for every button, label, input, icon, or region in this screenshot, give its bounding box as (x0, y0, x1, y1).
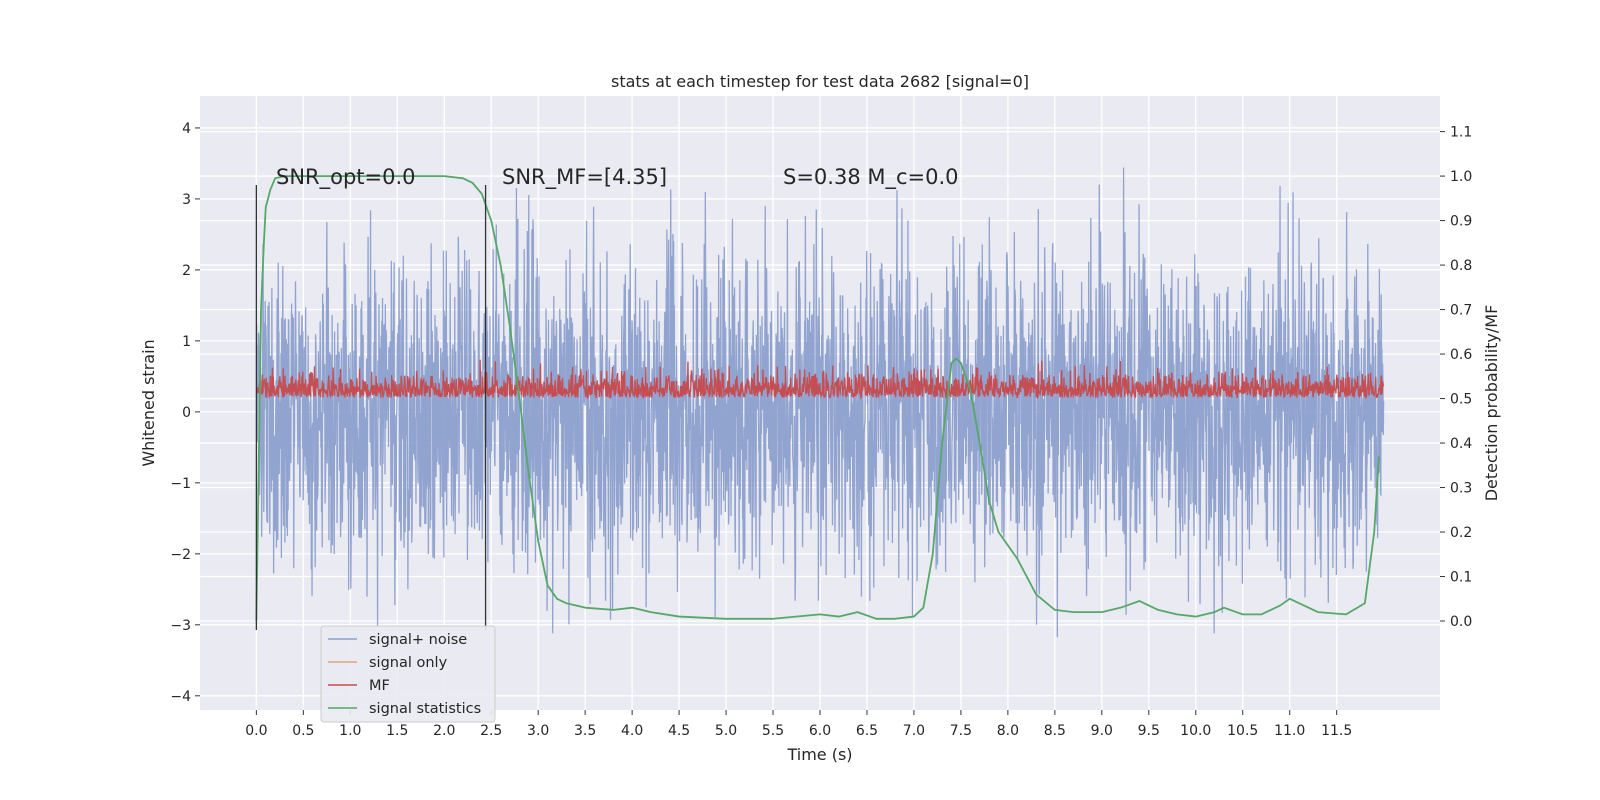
y-tick-label-right: 0.2 (1450, 525, 1472, 541)
series-mf (256, 359, 1385, 400)
y-tick-label-left: −4 (170, 689, 191, 705)
annotation-snr-mf: SNR_MF=[4.35] (502, 165, 667, 190)
y-tick-label-right: 0.4 (1450, 436, 1472, 452)
y-tick-label-left: −3 (170, 618, 191, 634)
legend-label-signal-only: signal only (369, 655, 448, 671)
x-tick-label: 0.5 (292, 723, 314, 739)
annotation-s-mc: S=0.38 M_c=0.0 (783, 165, 959, 190)
x-tick-label: 2.5 (480, 723, 502, 739)
y-tick-label-left: −1 (170, 476, 191, 492)
vline-layer (255, 185, 487, 630)
series-layer (255, 167, 1385, 638)
ticks-layer: 0.0 0.5 1.0 1.5 2.0 2.5 3.0 3.5 4.0 4.5 5.0 5.5 6.0 6… (170, 121, 1472, 739)
x-tick-label: 11.5 (1321, 723, 1352, 739)
x-tick-label: 6.0 (809, 723, 831, 739)
x-tick-label: 2.0 (433, 723, 455, 739)
annotation-snr-opt: SNR_opt=0.0 (276, 165, 416, 190)
y-tick-label-right: 0.1 (1450, 570, 1472, 586)
y-tick-label-right: 1.1 (1450, 125, 1472, 141)
x-tick-label: 9.5 (1138, 723, 1160, 739)
y-tick-label-left: 1 (182, 334, 191, 350)
x-tick-label: 8.0 (997, 723, 1019, 739)
x-tick-label: 0.0 (245, 723, 267, 739)
x-tick-label: 9.0 (1091, 723, 1113, 739)
x-tick-label: 1.5 (386, 723, 408, 739)
chart-title: stats at each timestep for test data 268… (611, 72, 1029, 91)
y-axis-label-right: Detection probability/MF (1482, 305, 1501, 502)
x-tick-label: 10.0 (1180, 723, 1211, 739)
y-tick-label-left: 3 (182, 192, 191, 208)
legend-label-mf: MF (369, 678, 390, 694)
x-tick-label: 4.5 (668, 723, 690, 739)
y-tick-label-right: 0.6 (1450, 347, 1472, 363)
x-axis-label: Time (s) (786, 745, 852, 764)
y-tick-label-left: 0 (182, 405, 191, 421)
x-tick-label: 7.5 (950, 723, 972, 739)
x-tick-label: 10.5 (1227, 723, 1258, 739)
y-tick-label-right: 0.8 (1450, 258, 1472, 274)
x-tick-label: 8.5 (1044, 723, 1066, 739)
x-tick-label: 1.0 (339, 723, 361, 739)
y-tick-label-left: −2 (170, 547, 191, 563)
x-tick-label: 4.0 (621, 723, 643, 739)
x-tick-label: 7.0 (903, 723, 925, 739)
x-tick-label: 6.5 (856, 723, 878, 739)
y-tick-label-right: 0.3 (1450, 481, 1472, 497)
legend-box (320, 625, 496, 723)
y-tick-label-right: 0.7 (1450, 303, 1472, 319)
y-tick-label-left: 4 (182, 121, 191, 137)
legend-label-signal-noise: signal+ noise (369, 632, 467, 648)
x-tick-label: 11.0 (1274, 723, 1305, 739)
y-tick-label-right: 0.9 (1450, 214, 1472, 230)
y-axis-label-left: Whitened strain (139, 339, 158, 466)
y-tick-label-left: 2 (182, 263, 191, 279)
legend-label-signal-statistics: signal statistics (369, 701, 481, 717)
y-tick-label-right: 1.0 (1450, 169, 1472, 185)
x-tick-label: 3.5 (574, 723, 596, 739)
x-tick-label: 5.5 (762, 723, 784, 739)
legend: signal+ noise signal only MF signal stat… (320, 625, 496, 723)
x-tick-label: 3.0 (527, 723, 549, 739)
y-tick-label-right: 0.0 (1450, 614, 1472, 630)
x-tick-label: 5.0 (715, 723, 737, 739)
series-signal-statistics (255, 175, 1380, 622)
y-tick-label-right: 0.5 (1450, 392, 1472, 408)
